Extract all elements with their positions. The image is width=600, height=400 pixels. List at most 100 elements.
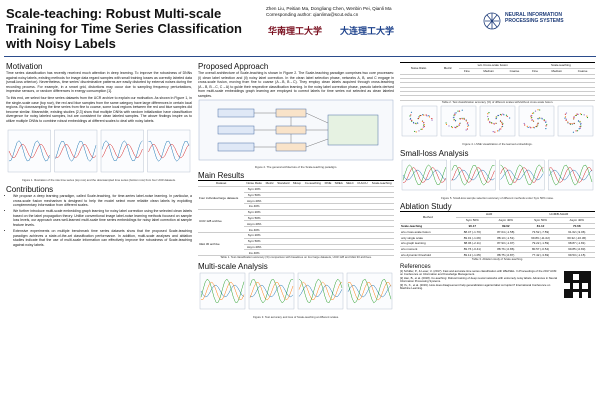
table-cell — [275, 244, 292, 251]
qr-cell — [567, 279, 570, 283]
table-cell — [458, 74, 476, 79]
qr-cell — [579, 282, 582, 286]
tsne-dot — [415, 131, 417, 133]
noise-ratio: Ins 40% — [244, 226, 264, 233]
figure-curve — [402, 169, 446, 180]
tsne-dot — [533, 127, 535, 129]
table-cell — [475, 82, 503, 88]
table-cell — [323, 220, 333, 228]
qr-cell — [567, 273, 570, 277]
table-cell — [332, 197, 345, 205]
subcolumn-header: Asym 40% — [489, 217, 523, 224]
table-row — [400, 78, 595, 84]
column-header: Mixup — [291, 180, 303, 187]
qr-cell — [585, 279, 588, 283]
tsne-dot — [536, 124, 538, 126]
qr-cell — [573, 270, 576, 274]
tsne-dot — [451, 127, 454, 129]
table-header-row: Method HAR UniMiB-SHAR — [400, 211, 595, 224]
table-row: only single scale 89.01 (-1.06) 88.13 (-1.… — [400, 234, 595, 241]
figure-caption: Figure 2. The general architecture of th… — [254, 164, 338, 169]
table-cell — [332, 226, 345, 233]
figure-curve — [249, 281, 294, 300]
table-cell — [323, 209, 333, 216]
table-cell — [291, 238, 303, 245]
tsne-dot — [532, 126, 534, 129]
table-cell — [275, 192, 292, 199]
tsne-dot — [465, 120, 467, 122]
table-row: Scale-teaching 90.17 89.62 81.12 70.68 — [400, 223, 595, 230]
qr-cell — [567, 270, 570, 274]
column-1: Motivation Time series classification ha… — [6, 62, 192, 249]
qr-cell — [570, 288, 573, 292]
logo-dut: 大连理工大学 — [340, 26, 395, 36]
tsne-dot — [411, 120, 413, 123]
table-cell — [369, 238, 394, 245]
tsne-dot — [565, 118, 567, 121]
table-cell — [302, 244, 324, 251]
tsne-dot — [539, 117, 541, 120]
qr-cell — [564, 279, 567, 283]
figure-panel — [7, 129, 51, 172]
tsne-dot — [494, 131, 496, 133]
tsne-dot — [579, 126, 581, 128]
tsne-dot — [488, 112, 490, 114]
column-3: Noise Ratio Metric w/o Cross-scale fusion S… — [400, 62, 595, 298]
table-cell — [526, 74, 544, 79]
table-cell — [332, 209, 345, 216]
table-row — [400, 82, 595, 88]
tsne-dot — [492, 131, 494, 133]
table-cell: 87.04 (-1.58) — [489, 228, 523, 236]
tsne-dot — [422, 122, 425, 124]
qr-cell — [579, 273, 582, 277]
tsne-dot — [501, 122, 503, 124]
tsne-dot — [453, 116, 455, 119]
group-label: Four individual large datasets — [198, 186, 245, 210]
qr-cell — [579, 294, 582, 298]
table-row: Ins 40% — [198, 203, 394, 210]
table-cell — [291, 249, 303, 257]
tsne-dot — [543, 120, 545, 122]
table-cell — [526, 87, 544, 93]
table-cell — [323, 215, 333, 222]
table-header-row: Noise Ratio Metric w/o Cross-scale fusion S… — [400, 62, 595, 75]
table-row: Sym 50% — [198, 215, 394, 222]
figure-1 — [7, 129, 191, 172]
figure-caption: Figure 4. t-SNE visualization of the lea… — [462, 142, 533, 147]
tsne-dot — [575, 115, 577, 117]
section-heading: Main Results — [198, 170, 245, 180]
table-caption: Table 2. Test classification accuracy (%… — [441, 99, 554, 104]
table-cell — [344, 186, 356, 193]
table-cell — [275, 186, 292, 193]
qr-cell — [588, 279, 591, 283]
tsne-dot — [545, 122, 547, 124]
subcolumn-header: Coarse — [502, 68, 527, 75]
contribution-list: We propose a deep learning paradigm, cal… — [6, 194, 192, 248]
tsne-dot — [467, 124, 470, 126]
figure-curve — [8, 143, 50, 158]
table-cell: 89.76 (-0.41) — [455, 246, 490, 253]
table-cell — [264, 226, 276, 233]
tsne-dot — [564, 116, 567, 118]
table-cell — [302, 203, 324, 210]
qr-code — [564, 270, 591, 298]
table-cell: 89.62 — [489, 223, 523, 230]
table-cell — [264, 215, 276, 222]
tsne-dot — [487, 116, 489, 118]
table-cell — [344, 203, 356, 210]
figure-curve — [500, 164, 544, 185]
table-row: w/o graph learning 88.06 (-2.11) 87.93 (-1… — [400, 240, 595, 247]
table-cell — [291, 186, 303, 193]
tsne-dot — [463, 118, 465, 120]
table-row: Asym 40% — [198, 244, 394, 251]
figure-panel — [518, 106, 555, 137]
table-cell — [344, 238, 356, 245]
table-cell — [400, 74, 438, 79]
table-row: Sym 50% — [198, 238, 394, 245]
table-row: Ins 40% — [198, 249, 394, 257]
qr-cell — [564, 270, 567, 274]
tsne-dot — [577, 113, 579, 116]
tsne-dot — [467, 125, 469, 128]
conference-name: NEURAL INFORMATION PROCESSING SYSTEMS — [505, 12, 564, 24]
table-cell — [543, 87, 571, 93]
